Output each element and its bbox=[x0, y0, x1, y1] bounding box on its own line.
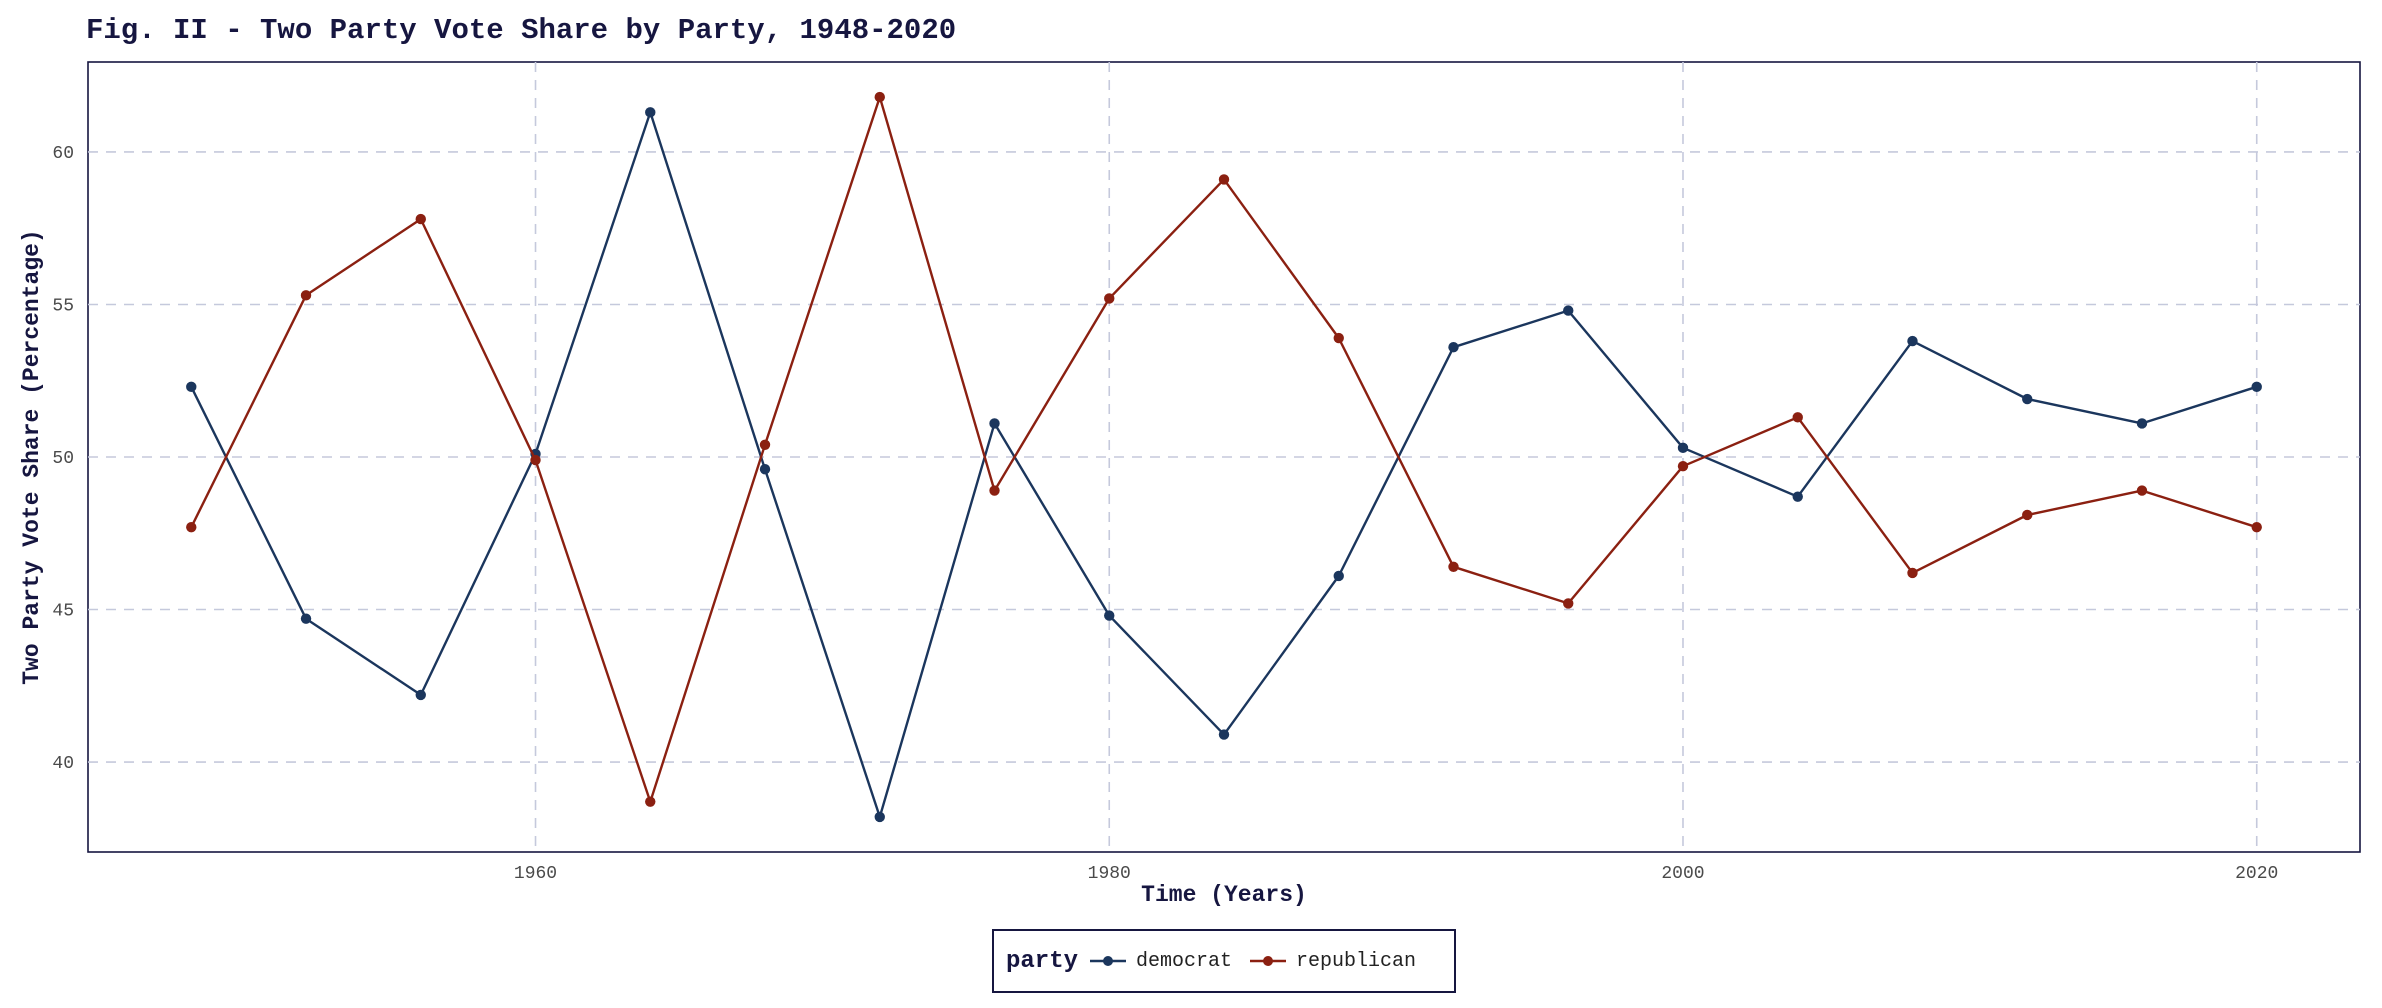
republican-point bbox=[1563, 598, 1574, 609]
legend-item-democrat: democrat bbox=[1090, 950, 1232, 973]
legend-key-democrat bbox=[1090, 956, 1127, 966]
x-axis-title: Time (Years) bbox=[1141, 882, 1307, 908]
x-tick-label: 1980 bbox=[1088, 864, 1131, 884]
chart-title: Fig. II - Two Party Vote Share by Party,… bbox=[86, 14, 957, 47]
republican-point bbox=[1677, 460, 1689, 472]
democrat-point bbox=[1218, 729, 1230, 740]
republican-point bbox=[300, 290, 312, 301]
series-republican bbox=[186, 91, 2262, 807]
legend-title: party bbox=[1006, 947, 1079, 975]
y-tick-label: 55 bbox=[52, 296, 74, 316]
legend: party democrat republican bbox=[992, 929, 1456, 993]
republican-point bbox=[989, 485, 1000, 496]
democrat-point bbox=[2022, 393, 2033, 405]
republican-point bbox=[2136, 485, 2148, 496]
democrat-point bbox=[2251, 381, 2262, 393]
democrat-point bbox=[989, 418, 1000, 429]
republican-point bbox=[2251, 521, 2262, 533]
democrat-point bbox=[1104, 610, 1115, 621]
republican-point bbox=[1104, 293, 1115, 304]
republican-point bbox=[1333, 332, 1344, 344]
republican-point bbox=[1907, 567, 1918, 579]
y-tick-label: 60 bbox=[52, 144, 74, 164]
legend-label-republican: republican bbox=[1296, 949, 1417, 973]
democrat-point bbox=[1677, 442, 1689, 454]
democrat-point bbox=[1333, 570, 1344, 582]
democrat-point bbox=[759, 464, 771, 475]
republican-point bbox=[186, 521, 197, 533]
republican-point bbox=[1218, 174, 1230, 185]
republican-point bbox=[530, 454, 541, 466]
democrat-point bbox=[1792, 491, 1803, 502]
democrat-point bbox=[1448, 341, 1459, 353]
democrat-point bbox=[874, 811, 885, 823]
republican-point bbox=[1448, 561, 1459, 573]
democrat-point bbox=[186, 381, 197, 393]
legend-item-republican: republican bbox=[1250, 950, 1416, 973]
x-tick-label: 2000 bbox=[1661, 864, 1704, 884]
x-tick-label: 1960 bbox=[514, 864, 557, 884]
republican-point bbox=[2022, 509, 2033, 521]
legend-key-republican bbox=[1250, 956, 1287, 966]
democrat-point bbox=[2136, 418, 2148, 429]
grid bbox=[88, 62, 2360, 852]
y-tick-label: 45 bbox=[52, 602, 74, 622]
series-democrat bbox=[186, 107, 2262, 823]
democrat-point bbox=[1563, 305, 1574, 316]
democrat-point bbox=[645, 107, 656, 118]
republican-point bbox=[1792, 412, 1803, 423]
y-tick-label: 40 bbox=[52, 754, 74, 774]
x-tick-label: 2020 bbox=[2235, 864, 2278, 884]
democrat-point bbox=[415, 689, 426, 701]
legend-label-democrat: democrat bbox=[1136, 949, 1233, 973]
republican-point bbox=[759, 439, 771, 450]
series-layer bbox=[186, 91, 2262, 823]
democrat-point bbox=[300, 613, 312, 624]
republican-point bbox=[874, 91, 885, 103]
democrat-point bbox=[1907, 335, 1918, 347]
republican-point bbox=[645, 796, 656, 807]
y-axis-title: Two Party Vote Share (Percentage) bbox=[19, 229, 45, 684]
republican-point bbox=[415, 213, 426, 225]
tick-labels: 40 45 50 55 60 1960 1980 2000 2020 bbox=[52, 144, 2278, 884]
y-tick-label: 50 bbox=[52, 449, 74, 469]
